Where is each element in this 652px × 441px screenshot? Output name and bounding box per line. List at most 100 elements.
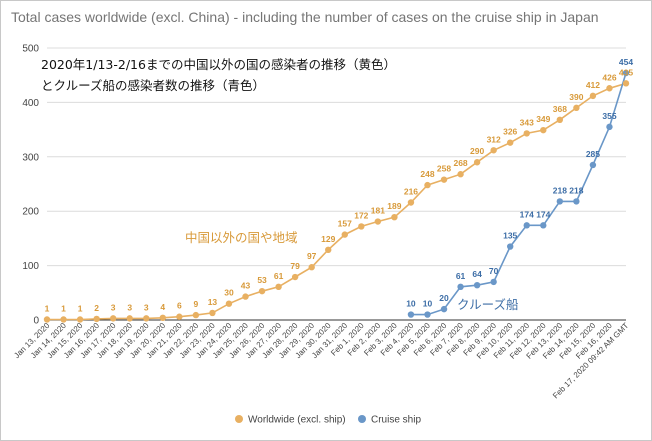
data-label-worldwide: 30: [224, 288, 234, 298]
data-point-cruise-ship: [507, 243, 514, 250]
data-point-worldwide: [374, 218, 382, 225]
data-point-worldwide: [622, 80, 630, 87]
data-point-worldwide: [209, 309, 216, 317]
data-point-cruise-ship: [424, 311, 431, 318]
data-point-worldwide: [159, 314, 166, 322]
legend-marker-cruise-ship: [358, 415, 366, 423]
data-point-worldwide: [60, 316, 67, 323]
data-point-worldwide: [225, 300, 233, 307]
data-point-worldwide: [341, 231, 348, 238]
data-label-worldwide: 172: [354, 210, 368, 220]
data-point-worldwide: [507, 139, 514, 146]
data-label-cruise-ship: 61: [456, 271, 466, 281]
data-label-worldwide: 326: [503, 127, 517, 137]
data-label-cruise-ship: 285: [586, 149, 600, 159]
data-point-worldwide: [291, 273, 299, 281]
data-point-worldwide: [275, 283, 282, 291]
data-label-cruise-ship: 10: [423, 299, 433, 309]
data-point-worldwide: [192, 311, 200, 319]
data-label-worldwide: 2: [94, 303, 99, 313]
data-point-worldwide: [176, 313, 183, 320]
data-label-worldwide: 43: [241, 281, 251, 291]
data-point-worldwide: [258, 287, 266, 295]
data-label-worldwide: 181: [371, 206, 385, 216]
data-label-worldwide: 343: [520, 117, 534, 127]
data-label-cruise-ship: 20: [439, 293, 449, 303]
y-tick-label: 400: [22, 98, 39, 109]
data-point-worldwide: [556, 116, 564, 124]
data-point-cruise-ship: [589, 161, 597, 169]
data-point-worldwide: [457, 171, 464, 178]
data-point-worldwide: [407, 199, 415, 206]
data-label-worldwide: 129: [321, 234, 335, 244]
y-tick-label: 200: [22, 207, 39, 218]
data-label-worldwide: 97: [307, 251, 317, 261]
legend: Worldwide (excl. ship) Cruise ship: [235, 415, 421, 426]
data-label-worldwide: 3: [127, 302, 132, 312]
data-point-worldwide: [93, 315, 100, 323]
data-point-worldwide: [43, 316, 51, 323]
data-label-cruise-ship: 218: [569, 185, 583, 195]
data-label-cruise-ship: 174: [520, 209, 534, 219]
data-point-cruise-ship: [606, 123, 613, 131]
data-label-worldwide: 53: [257, 275, 267, 285]
series-line-cruise-ship: [410, 72, 627, 316]
data-point-worldwide: [126, 315, 133, 322]
data-label-cruise-ship: 64: [472, 269, 482, 279]
data-point-cruise-ship: [440, 305, 448, 313]
data-point-worldwide: [76, 316, 84, 323]
data-point-cruise-ship: [573, 198, 580, 205]
data-point-cruise-ship: [407, 311, 415, 318]
data-label-worldwide: 290: [470, 146, 484, 156]
legend-label-cruise-ship: Cruise ship: [371, 415, 421, 426]
annotation-title-line-1: 2020年1/13-2/16までの中国以外の国の感染者の推移（黄色）: [41, 57, 396, 72]
data-label-worldwide: 349: [536, 114, 550, 124]
data-label-cruise-ship: 70: [489, 266, 499, 276]
series-points: [43, 69, 630, 323]
data-point-cruise-ship: [556, 198, 564, 205]
data-label-cruise-ship: 135: [503, 231, 517, 241]
data-point-cruise-ship: [490, 278, 497, 286]
y-axis-ticks: 0 100 200 300 400 500: [22, 44, 39, 327]
data-point-worldwide: [325, 246, 332, 254]
data-point-worldwide: [606, 85, 613, 92]
y-tick-label: 500: [22, 44, 39, 55]
chart-title: Total cases worldwide (excl. China) - in…: [11, 9, 599, 25]
data-label-worldwide: 189: [387, 201, 401, 211]
annotation-worldwide: 中国以外の国や地域: [185, 230, 298, 245]
series-lines: [47, 72, 627, 321]
data-label-cruise-ship: 355: [602, 111, 616, 121]
legend-marker-worldwide: [235, 415, 243, 423]
data-point-cruise-ship: [457, 283, 464, 291]
data-point-worldwide: [308, 264, 315, 271]
data-point-worldwide: [440, 176, 448, 183]
annotation-title-line-2: とクルーズ船の感染者数の推移（青色）: [41, 78, 265, 93]
data-point-cruise-ship: [540, 222, 547, 229]
gridlines: [47, 47, 626, 321]
y-tick-label: 0: [33, 316, 39, 327]
data-label-worldwide: 390: [569, 92, 583, 102]
data-label-worldwide: 4: [160, 302, 165, 312]
data-label-worldwide: 3: [111, 302, 116, 312]
y-tick-label: 300: [22, 152, 39, 163]
data-label-worldwide: 426: [602, 72, 616, 82]
data-point-worldwide: [540, 126, 547, 134]
data-label-cruise-ship: 454: [619, 57, 633, 67]
data-label-worldwide: 157: [338, 219, 352, 229]
data-point-cruise-ship: [523, 222, 530, 229]
data-point-cruise-ship: [473, 281, 481, 289]
data-label-worldwide: 1: [61, 303, 66, 313]
y-tick-label: 100: [22, 261, 39, 272]
data-label-cruise-ship: 10: [406, 299, 416, 309]
data-label-worldwide: 368: [553, 104, 567, 114]
data-label-cruise-ship: 218: [553, 185, 567, 195]
data-point-worldwide: [589, 92, 597, 100]
data-point-worldwide: [473, 159, 481, 166]
data-point-worldwide: [109, 315, 117, 322]
data-label-worldwide: 216: [404, 186, 418, 196]
data-label-worldwide: 79: [290, 261, 300, 271]
data-point-worldwide: [424, 181, 431, 189]
